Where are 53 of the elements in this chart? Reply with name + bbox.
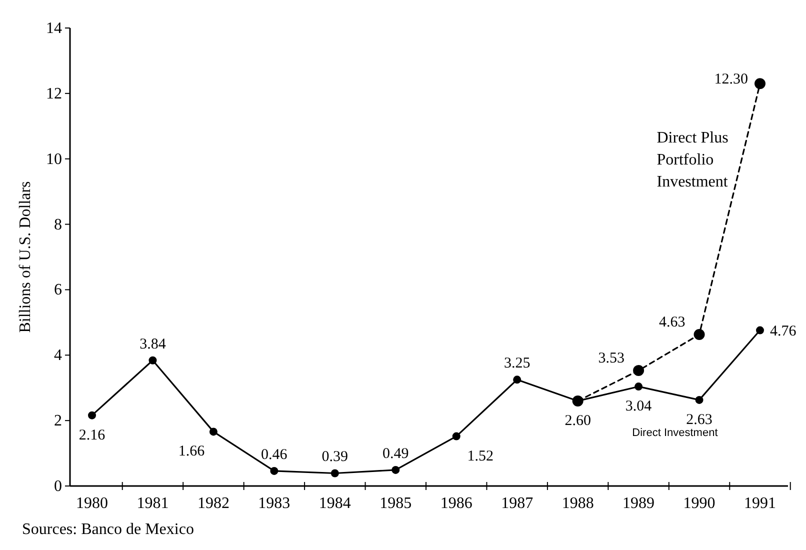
point xyxy=(633,365,644,376)
x-tick-label: 1988 xyxy=(562,495,594,512)
data-label: 3.25 xyxy=(504,356,530,372)
point xyxy=(330,469,339,478)
point xyxy=(88,411,96,420)
y-tick-label: 14 xyxy=(46,20,62,37)
data-label: 1.52 xyxy=(467,448,494,464)
y-tick-label: 6 xyxy=(54,282,62,299)
data-label: 0.49 xyxy=(382,446,409,462)
data-label: 12.30 xyxy=(714,72,748,88)
x-tick-label: 1986 xyxy=(440,495,472,512)
point xyxy=(756,326,764,334)
y-tick-label: 12 xyxy=(46,85,62,102)
source-note: Sources: Banco de Mexico xyxy=(22,521,194,538)
x-tick-label: 1983 xyxy=(258,495,290,512)
x-tick-label: 1980 xyxy=(76,495,108,512)
data-label: 3.84 xyxy=(140,336,166,352)
y-tick-label: 8 xyxy=(54,216,62,234)
point xyxy=(392,466,400,474)
x-tick-label: 1984 xyxy=(318,495,351,512)
data-label: 0.39 xyxy=(322,449,348,466)
point xyxy=(452,432,460,440)
point xyxy=(634,382,643,391)
y-tick-label: 2 xyxy=(54,412,62,430)
data-label: 1.66 xyxy=(178,444,206,460)
y-tick-label: 4 xyxy=(54,347,62,364)
x-tick-label: 1982 xyxy=(197,495,230,512)
data-label: 3.04 xyxy=(625,398,652,415)
text: Direct Investment xyxy=(632,426,718,439)
x-tick-label: 1990 xyxy=(683,495,716,512)
series-label: Direct Plus Portfolio Investment xyxy=(656,130,728,190)
data-label: 2.60 xyxy=(564,412,591,429)
point xyxy=(754,78,766,90)
x-tick-label: 1989 xyxy=(622,495,655,512)
point xyxy=(209,428,218,436)
point xyxy=(695,396,704,404)
data-label: 4.76 xyxy=(770,323,797,340)
y-axis-title: Billions of U.S. Dollars xyxy=(17,181,34,333)
data-label: 4.63 xyxy=(659,314,686,331)
x-tick-label: 1987 xyxy=(501,495,534,512)
point xyxy=(148,356,157,364)
data-label: 2.63 xyxy=(686,412,712,428)
data-label: 2.16 xyxy=(78,427,106,444)
point xyxy=(694,329,705,340)
y-tick-label: 0 xyxy=(54,478,62,495)
x-tick-label: 1991 xyxy=(744,495,776,512)
y-tick-label: 10 xyxy=(46,150,62,168)
point xyxy=(270,466,278,475)
x-tick-label: 1985 xyxy=(380,495,412,512)
data-label: 3.53 xyxy=(598,350,625,367)
x-tick-label: 1981 xyxy=(136,495,169,512)
data-label: 0.46 xyxy=(261,446,288,463)
point xyxy=(513,376,522,384)
